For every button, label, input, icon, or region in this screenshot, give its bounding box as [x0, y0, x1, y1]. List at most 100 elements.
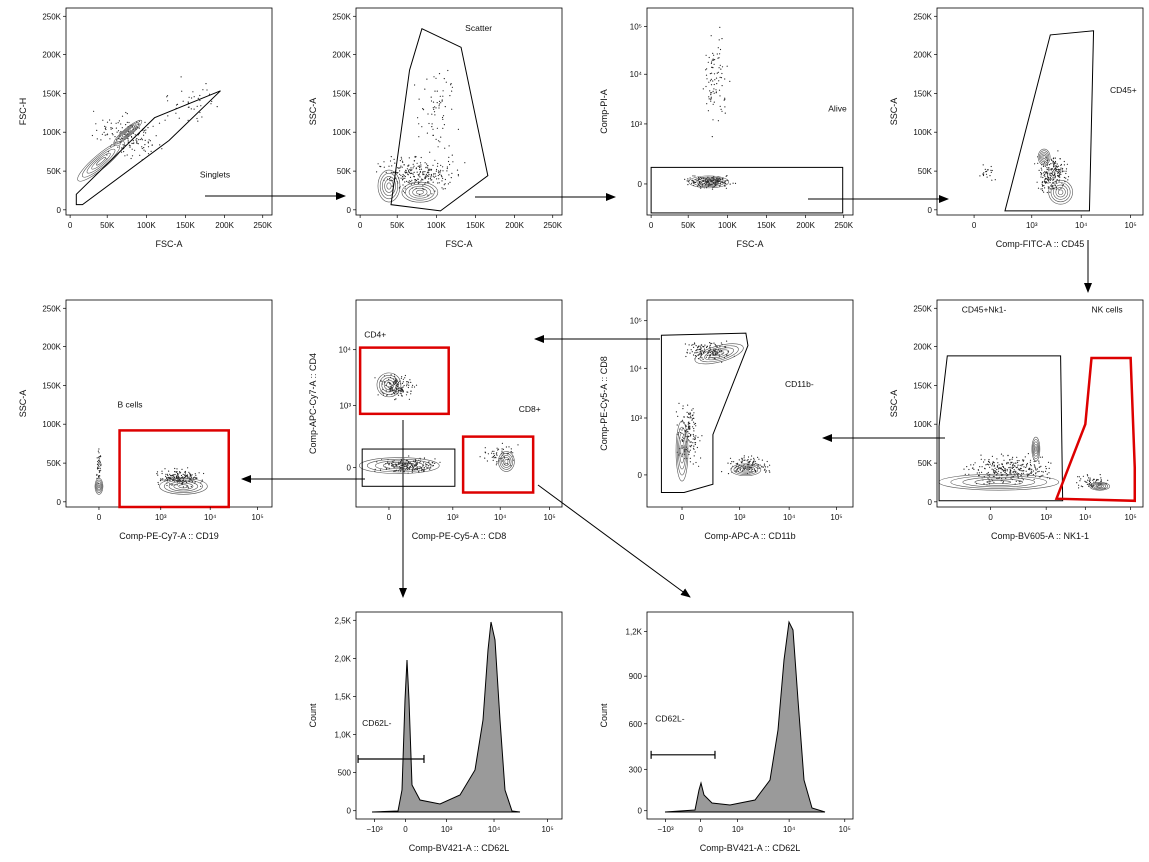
event-dot — [174, 473, 176, 476]
x-tick-label: 10⁵ — [839, 825, 851, 834]
event-dot — [420, 168, 423, 170]
event-dot — [201, 479, 203, 481]
event-dot — [408, 171, 410, 173]
event-dot — [184, 474, 186, 476]
event-dot — [689, 457, 691, 459]
event-dot — [1056, 171, 1058, 173]
event-dot — [496, 454, 498, 456]
event-dot — [1022, 460, 1024, 462]
event-dot — [148, 139, 150, 141]
event-dot — [400, 390, 402, 392]
event-dot — [399, 173, 401, 175]
event-dot — [447, 183, 449, 185]
event-dot — [1078, 487, 1080, 489]
x-tick-label: 0 — [97, 513, 102, 522]
event-dot — [1022, 479, 1024, 481]
event-dot — [1085, 481, 1087, 483]
x-tick-label: 0 — [698, 825, 703, 834]
event-dot — [1038, 462, 1040, 464]
event-dot — [426, 132, 428, 134]
contour — [704, 347, 734, 361]
x-tick-label: 200K — [505, 221, 524, 230]
event-dot — [161, 472, 163, 475]
event-dot — [438, 182, 440, 184]
event-dot — [1032, 470, 1034, 472]
event-dot — [185, 475, 187, 477]
event-dot — [157, 481, 159, 484]
event-dot — [385, 171, 387, 173]
event-dot — [996, 465, 999, 467]
event-dot — [693, 423, 696, 425]
event-dot — [374, 377, 376, 379]
event-dot — [193, 477, 195, 479]
event-dot — [412, 466, 414, 468]
event-dot — [687, 184, 689, 186]
y-tick-label: 10⁵ — [630, 23, 642, 32]
event-dot — [1058, 169, 1061, 171]
event-dot — [180, 477, 182, 479]
event-dot — [177, 475, 179, 477]
event-dot — [716, 72, 718, 74]
event-dot — [1065, 172, 1067, 175]
x-tick-label: 150K — [176, 221, 195, 230]
event-dot — [422, 108, 424, 110]
x-tick-label: 0 — [387, 513, 392, 522]
event-dot — [409, 176, 412, 178]
event-dot — [968, 473, 970, 475]
event-dot — [416, 467, 418, 469]
event-dot — [424, 175, 426, 177]
event-dot — [134, 134, 136, 136]
event-dot — [1004, 469, 1007, 471]
event-dot — [715, 181, 717, 184]
event-dot — [395, 388, 397, 391]
event-dot — [136, 142, 138, 144]
event-dot — [1030, 472, 1032, 474]
event-dot — [430, 467, 432, 469]
y-tick-label: 100K — [332, 128, 351, 137]
contour — [1034, 446, 1037, 452]
event-dot — [412, 167, 414, 169]
event-dot — [700, 350, 702, 352]
event-dot — [447, 160, 450, 163]
event-dot — [708, 81, 710, 83]
event-dot — [510, 465, 512, 467]
event-dot — [1054, 176, 1056, 178]
event-dot — [693, 435, 695, 437]
event-dot — [1022, 463, 1024, 465]
event-dot — [425, 166, 427, 168]
event-dot — [408, 398, 410, 400]
event-dot — [1051, 168, 1053, 170]
event-dot — [172, 479, 174, 481]
event-dot — [718, 89, 721, 91]
y-tick-label: 100K — [42, 128, 61, 137]
event-dot — [426, 176, 428, 178]
event-dot — [699, 351, 701, 353]
event-dot — [765, 470, 767, 472]
event-dot — [132, 140, 134, 142]
event-dot — [158, 122, 161, 124]
event-dot — [143, 147, 145, 149]
event-dot — [720, 68, 722, 70]
event-dot — [980, 454, 982, 456]
event-dot — [764, 466, 767, 468]
event-dot — [206, 89, 208, 91]
event-dot — [517, 444, 519, 446]
event-dot — [169, 476, 171, 479]
event-dot — [1006, 468, 1008, 471]
event-dot — [680, 432, 682, 434]
event-dot — [439, 173, 441, 176]
y-tick-label: 0 — [638, 471, 643, 480]
event-dot — [188, 471, 190, 473]
event-dot — [484, 447, 486, 449]
contour — [366, 458, 432, 473]
event-dot — [1016, 460, 1018, 462]
event-dot — [703, 182, 706, 184]
event-dot — [114, 141, 116, 143]
event-dot — [712, 90, 714, 92]
event-dot — [430, 176, 432, 178]
event-dot — [999, 467, 1002, 469]
event-dot — [973, 468, 975, 470]
event-dot — [408, 455, 410, 457]
event-dot — [96, 474, 98, 476]
event-dot — [713, 182, 716, 184]
